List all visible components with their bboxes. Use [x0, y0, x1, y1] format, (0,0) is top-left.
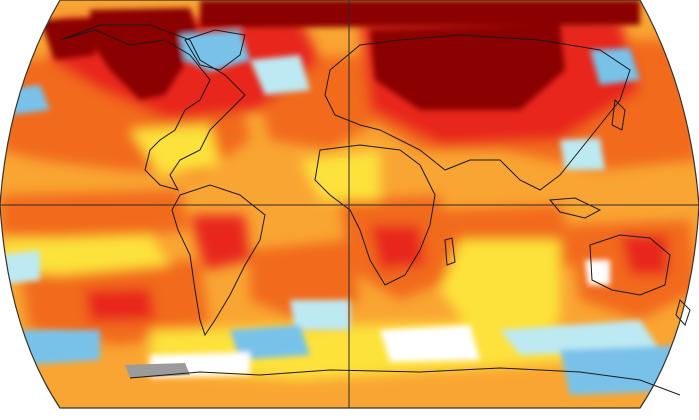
zone-neutral-south-ocean — [380, 325, 480, 362]
zone-cool-north-atlantic — [250, 55, 310, 95]
zone-hot-amazon — [190, 215, 250, 270]
coast-new-zealand — [675, 299, 691, 326]
zone-slight-warm-indian — [440, 240, 560, 330]
coast-japan — [611, 98, 626, 131]
coast-europe-asia — [324, 34, 631, 191]
zone-extreme-siberia — [370, 25, 565, 110]
zone-cool-southern-ocean — [230, 325, 310, 360]
map-frame — [0, 0, 699, 409]
coast-madagascar — [444, 237, 456, 266]
zone-warm-east-pacific — [0, 190, 190, 240]
coast-antarctica — [129, 367, 681, 396]
zone-cool-kamchatka — [590, 48, 640, 85]
zone-cool-west-pacific — [560, 138, 605, 170]
zone-slight-warm-mid-pacific — [0, 235, 170, 275]
zone-cool-south-pacific-e — [0, 250, 40, 285]
zone-slight-warm-caribbean — [130, 125, 220, 175]
zone-hot-south-pacific — [85, 288, 155, 322]
coast-australia — [589, 234, 671, 296]
coastlines — [59, 24, 691, 396]
zone-extreme-canada — [90, 8, 200, 100]
zone-hot-west-russia — [440, 100, 520, 145]
zone-cool-south-atlantic — [290, 300, 350, 330]
coast-greenland — [184, 29, 246, 71]
zone-slight-warm-africa-w — [300, 150, 380, 200]
coast-africa — [314, 144, 436, 286]
zone-hot-australia — [620, 235, 668, 275]
coast-indonesia — [548, 197, 602, 219]
zone-extreme-alaska — [40, 18, 95, 60]
zone-hot-south-africa — [370, 225, 425, 270]
zone-extreme-arctic — [200, 0, 640, 28]
zone-cool-antarctic-w — [20, 330, 100, 365]
coast-south-america — [171, 184, 266, 337]
zone-cool-s-indian — [500, 320, 660, 355]
zone-neutral-west-australia — [585, 260, 610, 285]
zone-cool-antarctic-e — [560, 345, 699, 395]
coast-north-america — [59, 24, 246, 191]
